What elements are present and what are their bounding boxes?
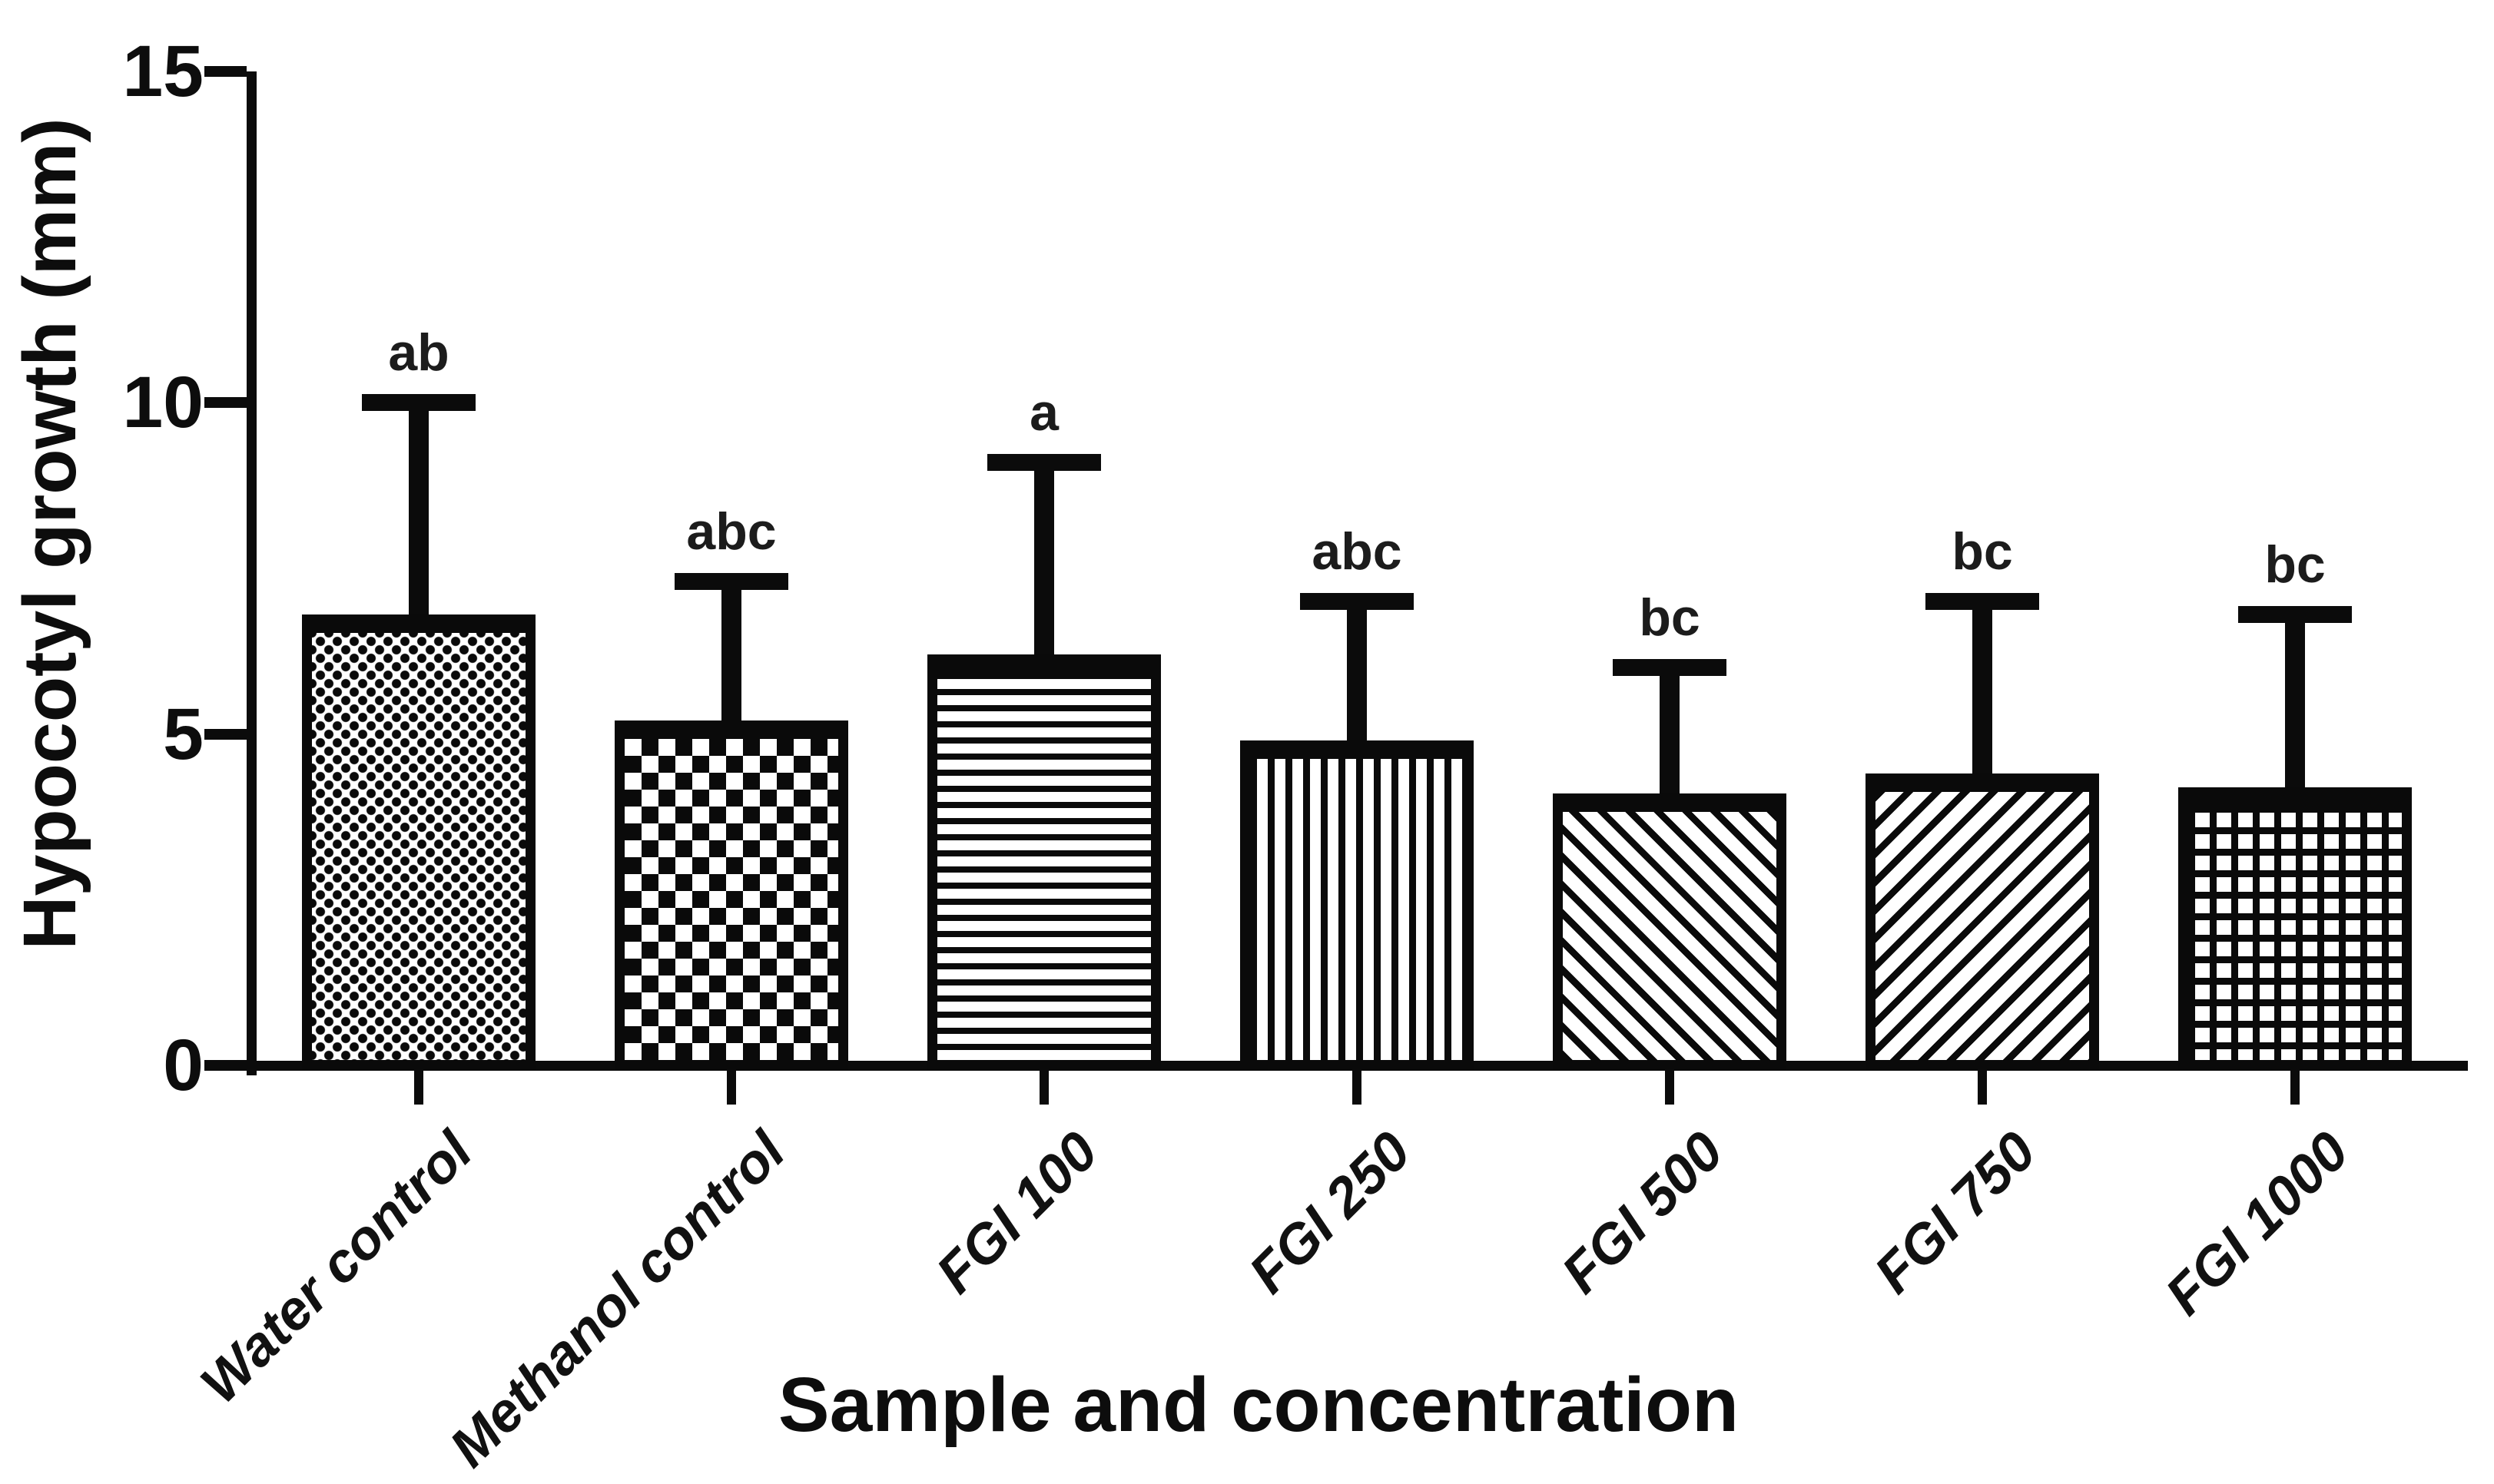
x-category-label: FGI 100 — [924, 1120, 1110, 1306]
error-bar-line — [1660, 667, 1680, 810]
bar-methanol-control — [615, 720, 848, 1070]
significance-label: bc — [1952, 522, 2013, 581]
significance-label: bc — [1639, 588, 1700, 648]
significance-label: ab — [388, 323, 449, 383]
x-tick — [1978, 1071, 1987, 1105]
error-bar-line — [2285, 614, 2305, 803]
x-category-label: FGI 1000 — [2154, 1120, 2361, 1327]
bar-fgi-750 — [1866, 773, 2099, 1070]
error-bar-cap — [2238, 606, 2352, 624]
y-axis-line — [247, 71, 257, 1075]
error-bar-cap — [987, 453, 1101, 471]
bar-water-control — [302, 614, 536, 1070]
y-tick-label: 0 — [163, 1025, 204, 1106]
significance-label: abc — [1312, 522, 1402, 581]
error-bar-line — [1972, 601, 1992, 790]
bar-fgi-250 — [1240, 740, 1474, 1070]
error-bar-cap — [1925, 593, 2039, 611]
y-tick — [204, 1060, 247, 1071]
y-tick — [204, 66, 247, 77]
x-category-label: Methanol control — [438, 1120, 798, 1479]
x-tick — [1665, 1071, 1674, 1105]
significance-label: bc — [2264, 535, 2326, 595]
bar-fgi-100 — [927, 654, 1161, 1070]
x-tick — [1040, 1071, 1049, 1105]
bar-fgi-1000 — [2178, 787, 2412, 1070]
significance-label: a — [1030, 383, 1059, 442]
error-bar-line — [721, 581, 741, 737]
x-category-label: FGI 750 — [1862, 1120, 2048, 1306]
error-bar-cap — [1613, 659, 1726, 677]
significance-label: abc — [686, 502, 777, 561]
x-tick — [1352, 1071, 1361, 1105]
x-category-label: FGI 250 — [1237, 1120, 1423, 1306]
x-tick — [2290, 1071, 2300, 1105]
error-bar-cap — [362, 394, 476, 412]
bar-fgi-500 — [1553, 793, 1786, 1070]
error-bar-line — [1034, 462, 1054, 671]
error-bar-line — [1347, 601, 1367, 757]
x-tick — [414, 1071, 423, 1105]
y-tick-label: 10 — [122, 362, 204, 444]
error-bar-cap — [675, 573, 788, 591]
error-bar-line — [409, 402, 429, 631]
y-tick-label: 15 — [122, 31, 204, 112]
x-axis-title: Sample and concentration — [778, 1362, 1739, 1448]
y-tick — [204, 397, 247, 409]
x-category-label: FGI 500 — [1550, 1120, 1736, 1306]
y-tick-label: 5 — [163, 693, 204, 775]
x-tick — [727, 1071, 736, 1105]
x-category-label: Water control — [189, 1120, 485, 1416]
y-tick — [204, 728, 247, 740]
error-bar-cap — [1300, 593, 1414, 611]
